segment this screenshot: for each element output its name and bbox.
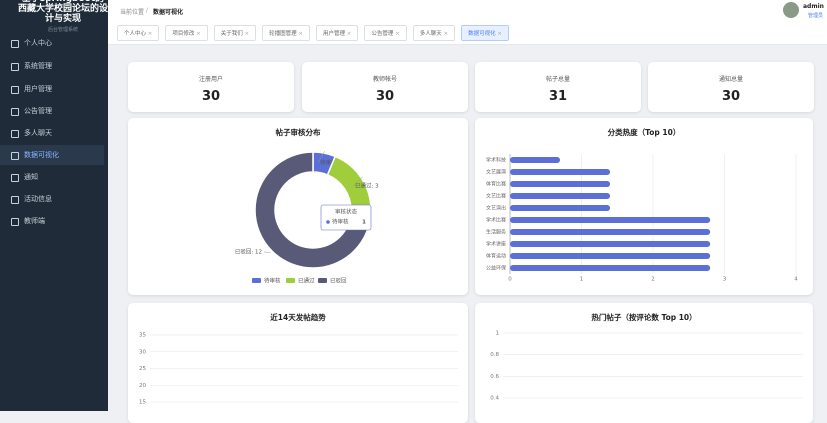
y-tick-label: 学术科技 [486,157,506,164]
y-tick-label: 文艺演出 [486,205,506,212]
y-tick-label: 体育比赛 [486,181,506,188]
chart-title: 近14天发帖趋势 [270,312,326,322]
slice-label: 已驳回: 12 [235,248,262,256]
y-tick-label: 学术讲座 [486,241,506,248]
bar [510,253,710,259]
legend-swatch [318,278,327,283]
legend-label: 已通过 [298,277,315,285]
bar [510,241,710,247]
tooltip-name: 待审核 [332,218,349,226]
y-tick-label: 25 [139,366,146,372]
y-tick-label: 0.4 [490,396,499,402]
y-tick-label: 公益环保 [486,265,506,272]
bar [510,157,560,163]
bar [510,229,710,235]
tooltip-dot [326,220,330,224]
bar [510,169,610,175]
y-tick-label: 文艺展演 [486,169,506,176]
y-tick-label: 35 [139,333,146,339]
y-tick-label: 0.6 [490,374,499,380]
y-tick-label: 生活服务 [486,229,506,236]
y-tick-label: 文艺比赛 [486,193,506,200]
y-tick-label: 体育运动 [486,253,506,260]
chart-title: 分类热度（Top 10） [608,127,681,137]
x-tick-label: 3 [723,277,727,283]
legend-swatch [286,278,295,283]
x-tick-label: 1 [580,277,584,283]
bar [510,193,610,199]
legend-label: 待审核 [264,277,281,285]
y-tick-label: 15 [139,400,146,406]
y-tick-label: 30 [139,349,146,355]
page: 基于springboot的西藏大学校园论坛的设计与实现 后台管理系统 个人中心系… [0,0,827,411]
tooltip-value: 1 [362,220,366,226]
bar [510,205,610,211]
x-tick-label: 2 [651,277,655,283]
slice-label: 已通过: 3 [355,182,379,190]
x-tick-label: 4 [794,277,798,283]
legend-swatch [252,278,261,283]
chart-title: 帖子审核分布 [276,127,321,137]
chart-title: 热门帖子（按评论数 Top 10） [591,312,696,322]
bar [510,217,710,223]
x-tick-label: 0 [508,277,512,283]
y-tick-label: 1 [496,331,500,337]
bar [510,265,710,271]
y-tick-label: 20 [139,383,146,389]
legend-label: 已驳回 [330,277,347,285]
bar [510,181,610,187]
y-tick-label: 学术比赛 [486,217,506,224]
y-tick-label: 0.8 [490,352,499,358]
tooltip-title: 审核状态 [335,208,358,216]
